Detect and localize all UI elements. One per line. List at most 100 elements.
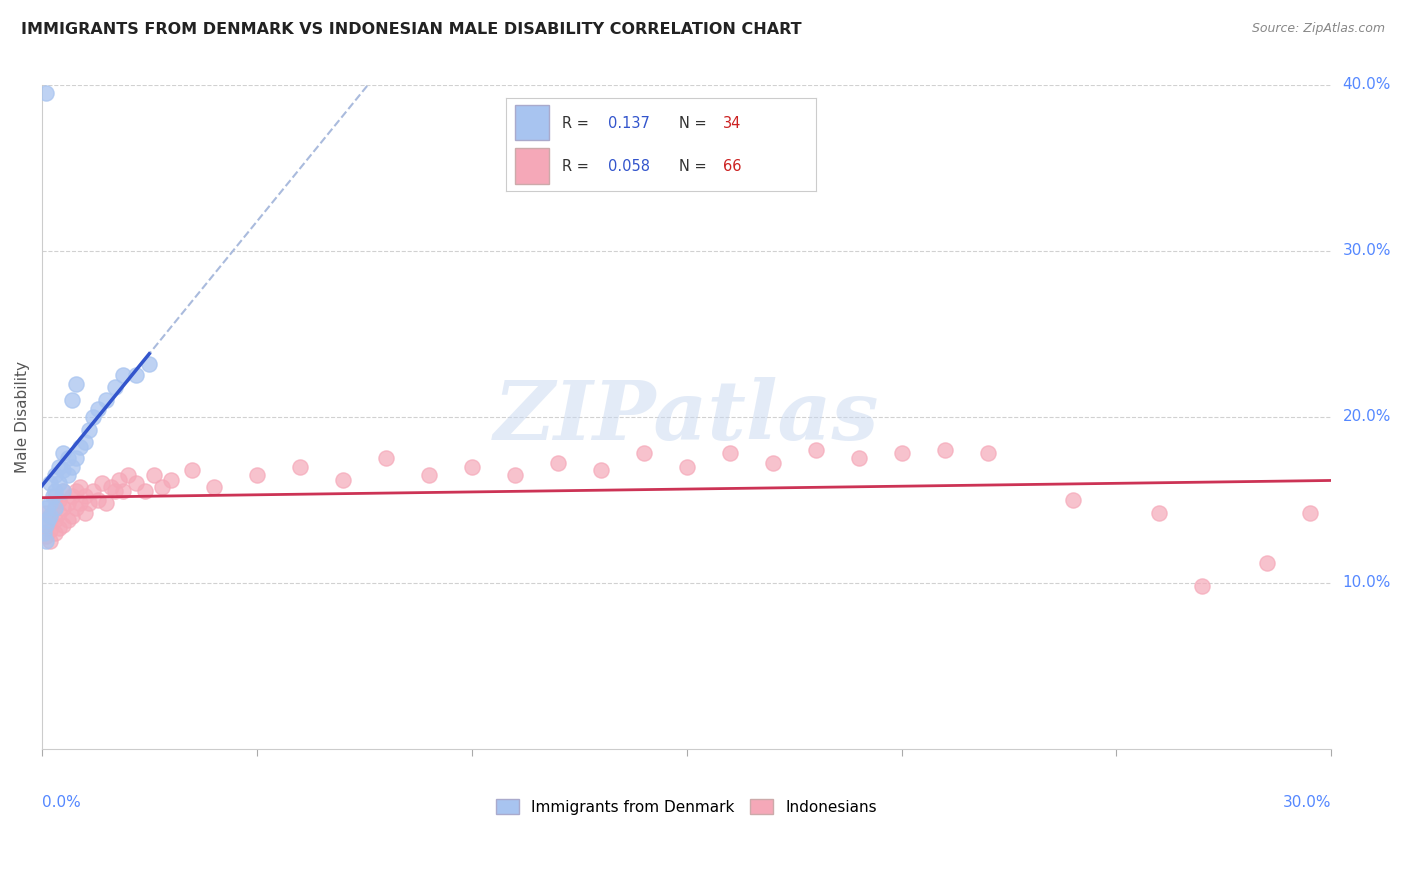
Point bbox=[86, 401, 108, 416]
Point bbox=[112, 368, 135, 383]
Point bbox=[39, 496, 62, 510]
Point bbox=[675, 459, 697, 474]
Point bbox=[77, 496, 100, 510]
Point bbox=[48, 492, 70, 507]
Point bbox=[82, 409, 104, 424]
Point bbox=[65, 484, 87, 499]
Text: 0.0%: 0.0% bbox=[42, 795, 80, 810]
Point bbox=[112, 484, 135, 499]
Point bbox=[547, 456, 569, 470]
Point bbox=[39, 476, 62, 491]
Point bbox=[56, 467, 79, 482]
Point bbox=[48, 476, 70, 491]
Point bbox=[138, 357, 160, 371]
Point bbox=[848, 451, 870, 466]
Y-axis label: Male Disability: Male Disability bbox=[15, 361, 30, 473]
Point bbox=[60, 490, 83, 504]
Point bbox=[56, 496, 79, 510]
Point bbox=[56, 451, 79, 466]
Point bbox=[1191, 579, 1213, 593]
Point bbox=[718, 446, 741, 460]
Point bbox=[100, 479, 122, 493]
Text: 30.0%: 30.0% bbox=[1343, 244, 1391, 259]
Text: 20.0%: 20.0% bbox=[1343, 409, 1391, 425]
Point bbox=[60, 509, 83, 524]
Point bbox=[44, 467, 66, 482]
Point bbox=[104, 484, 127, 499]
Text: ZIPatlas: ZIPatlas bbox=[494, 376, 879, 457]
Point bbox=[48, 459, 70, 474]
Point bbox=[32, 526, 55, 541]
Point bbox=[633, 446, 655, 460]
Point bbox=[134, 484, 156, 499]
Text: 30.0%: 30.0% bbox=[1282, 795, 1331, 810]
Point bbox=[52, 484, 75, 499]
Point bbox=[159, 473, 181, 487]
Point bbox=[60, 459, 83, 474]
Point bbox=[39, 534, 62, 549]
Point bbox=[69, 496, 91, 510]
Point bbox=[96, 496, 118, 510]
Point bbox=[39, 509, 62, 524]
Point bbox=[52, 446, 75, 460]
Point bbox=[125, 368, 148, 383]
Point bbox=[589, 463, 612, 477]
Point bbox=[934, 442, 956, 457]
Point bbox=[1256, 556, 1278, 570]
Point bbox=[65, 376, 87, 391]
Point bbox=[35, 529, 58, 543]
Point bbox=[44, 526, 66, 541]
Point bbox=[73, 434, 96, 449]
Point bbox=[804, 442, 827, 457]
Point bbox=[761, 456, 783, 470]
Point bbox=[332, 473, 354, 487]
Point bbox=[73, 490, 96, 504]
Point bbox=[44, 484, 66, 499]
Point bbox=[1299, 506, 1322, 520]
Point bbox=[142, 467, 165, 482]
Point bbox=[37, 513, 59, 527]
Point bbox=[56, 513, 79, 527]
Point bbox=[976, 446, 998, 460]
Point bbox=[91, 476, 114, 491]
Point bbox=[108, 473, 131, 487]
Point bbox=[1149, 506, 1171, 520]
Point bbox=[52, 517, 75, 532]
Point bbox=[890, 446, 912, 460]
Point bbox=[181, 463, 204, 477]
Point bbox=[150, 479, 173, 493]
Point bbox=[374, 451, 396, 466]
Point bbox=[125, 476, 148, 491]
Point bbox=[1062, 492, 1084, 507]
Point bbox=[41, 490, 63, 504]
Text: 40.0%: 40.0% bbox=[1343, 78, 1391, 93]
Point bbox=[48, 521, 70, 535]
Point bbox=[35, 501, 58, 516]
Point bbox=[69, 440, 91, 454]
Point bbox=[96, 393, 118, 408]
Point bbox=[35, 506, 58, 520]
Point bbox=[288, 459, 311, 474]
Point bbox=[44, 513, 66, 527]
Point bbox=[60, 393, 83, 408]
Point bbox=[52, 501, 75, 516]
Point bbox=[52, 484, 75, 499]
Point bbox=[39, 523, 62, 537]
Point bbox=[65, 451, 87, 466]
Point bbox=[44, 501, 66, 516]
Point bbox=[35, 87, 58, 101]
Point bbox=[202, 479, 225, 493]
Point bbox=[65, 501, 87, 516]
Point bbox=[39, 509, 62, 524]
Text: Source: ZipAtlas.com: Source: ZipAtlas.com bbox=[1251, 22, 1385, 36]
Point bbox=[460, 459, 482, 474]
Point bbox=[44, 490, 66, 504]
Legend: Immigrants from Denmark, Indonesians: Immigrants from Denmark, Indonesians bbox=[491, 792, 883, 821]
Text: 10.0%: 10.0% bbox=[1343, 575, 1391, 591]
Point bbox=[77, 423, 100, 437]
Point bbox=[52, 463, 75, 477]
Text: IMMIGRANTS FROM DENMARK VS INDONESIAN MALE DISABILITY CORRELATION CHART: IMMIGRANTS FROM DENMARK VS INDONESIAN MA… bbox=[21, 22, 801, 37]
Point bbox=[418, 467, 440, 482]
Point bbox=[48, 506, 70, 520]
Point bbox=[104, 380, 127, 394]
